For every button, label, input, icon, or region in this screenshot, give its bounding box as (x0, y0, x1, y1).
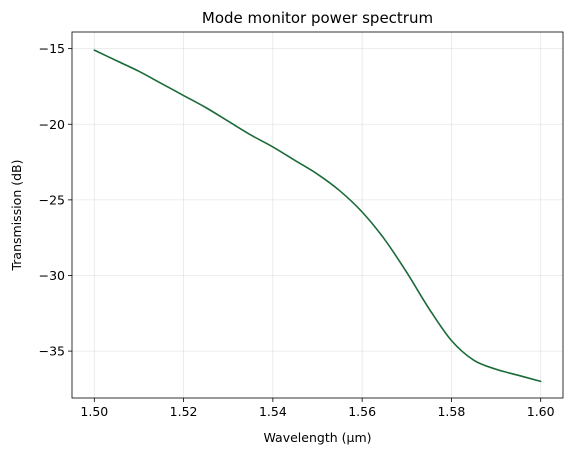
y-tick-label: −20 (39, 117, 65, 132)
x-tick-label: 1.58 (437, 404, 465, 419)
x-axis-label: Wavelength (µm) (263, 430, 371, 445)
y-tick-label: −30 (39, 268, 65, 283)
chart-title: Mode monitor power spectrum (202, 9, 433, 27)
series-line (93, 49, 542, 383)
y-tick-label: −15 (39, 41, 65, 56)
y-tick-label: −35 (39, 344, 65, 359)
y-axis-label: Transmission (dB) (9, 160, 24, 272)
x-tick-label: 1.54 (259, 404, 287, 419)
x-tick-label: 1.60 (527, 404, 555, 419)
x-tick-label: 1.50 (80, 404, 108, 419)
x-tick-label: 1.52 (170, 404, 198, 419)
grid-layer (72, 32, 563, 398)
series-layer (93, 49, 542, 383)
tick-layer: 1.50 1.52 1.54 1.56 1.58 1.60 −15 −20 −25 −30 −35 (39, 41, 555, 419)
x-tick-label: 1.56 (348, 404, 376, 419)
plot-frame (71, 31, 564, 399)
y-tick-label: −25 (39, 192, 65, 207)
